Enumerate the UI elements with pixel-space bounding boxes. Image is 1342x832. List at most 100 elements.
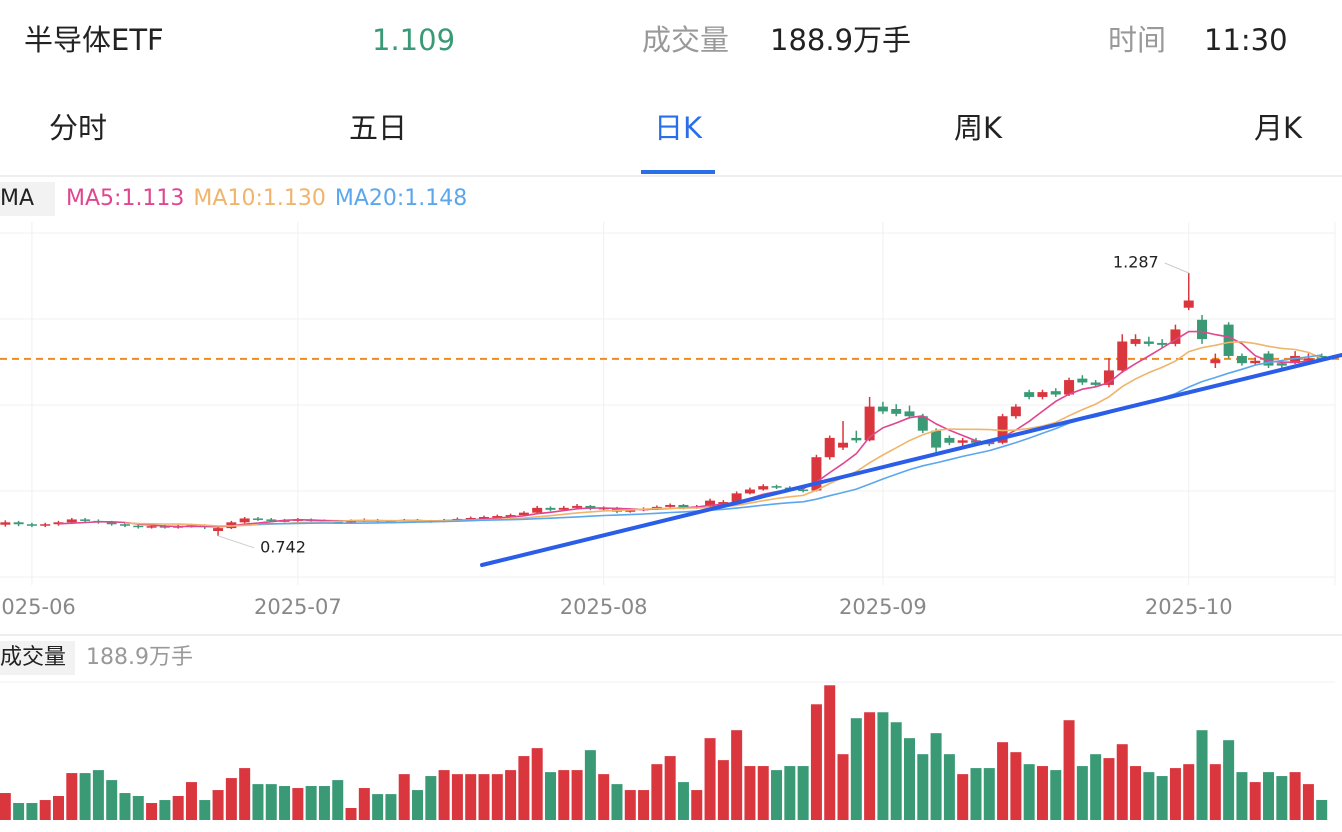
candle-body [80,519,91,521]
price: 1.109 [372,23,455,57]
candle-body [864,406,875,441]
volume-value: 188.9万手 [86,645,193,670]
candle-body [40,524,51,526]
annotation: 1.287 [1113,253,1159,272]
volume-bar [638,790,650,820]
volume-bar [983,768,995,820]
volume-bar [598,774,610,820]
candle-body [1223,324,1234,356]
tab[interactable]: 月K [1254,111,1303,145]
volume-bar [757,766,769,820]
volume-label: 成交量 [642,23,729,57]
volume-bar [279,786,291,820]
volume-bar [159,800,171,820]
volume-bar [1010,752,1022,820]
tab[interactable]: 周K [954,111,1003,145]
plot: 1.287 0.742 [0,222,1342,820]
candle-body [1236,355,1247,364]
volume-bar [491,774,503,820]
fund-name: 半导体ETF [24,23,164,57]
volume-bar [212,790,224,820]
legend-entry: MA5:1.113 [66,186,184,211]
volume-bar [1236,772,1248,820]
candle-body [997,416,1008,443]
candle-body [771,486,782,488]
tab[interactable]: 分时 [49,111,107,145]
volume-bar [784,766,796,820]
volume-bar [66,773,78,820]
volume-bar [1143,772,1155,820]
volume-bar [106,780,118,820]
volume-bar [451,774,463,820]
time: 11:30 [1204,23,1288,57]
candle-body [266,519,277,521]
candle-body [479,517,490,519]
volume-bar [1276,776,1288,820]
volume-bar [372,794,384,820]
volume-bar [531,748,543,820]
candle-body [1183,300,1194,308]
volume-bar [1076,766,1088,820]
volume-bar [465,774,477,820]
candle-body [119,524,130,526]
candle-body [851,437,862,441]
volume-bar [1116,744,1128,820]
candle-body [518,512,529,516]
candle-body [731,493,742,503]
candle-body [1090,382,1101,385]
volume-bar [239,768,251,820]
candle-body [904,411,915,417]
candle-body [213,528,224,531]
candle-body [957,440,968,443]
volume-bar [225,778,237,820]
volume-bar [172,796,184,820]
volume-bar [79,773,91,820]
ma-line [124,340,1323,527]
volume-title: 成交量 [0,645,66,670]
candle-body [891,409,902,414]
volume-bar [0,793,11,820]
volume-bar [997,742,1009,820]
volume-bar [412,790,424,820]
candle-body [931,430,942,448]
volume-bar [1103,758,1115,820]
candle-body [838,442,849,448]
candle-body [758,486,769,490]
legend-entry: MA20:1.148 [335,186,467,211]
ma-line [58,330,1322,528]
volume-bar [571,770,583,820]
candle-body [665,504,676,507]
volume-bar [890,722,902,820]
candle-body [705,500,716,507]
tab[interactable]: 五日 [349,111,407,145]
volume-bar [664,756,676,820]
volume-bar [146,803,158,820]
volume-badge [0,641,75,675]
candle-body [1037,392,1048,397]
candle-body [1197,319,1208,340]
volume-bar [810,704,822,820]
volume-bar [837,754,849,820]
volume-bar [1023,764,1035,820]
volume-bar [1036,766,1048,820]
volume-bar [1223,740,1235,820]
volume-bar [1169,768,1181,820]
volume-bar [691,790,703,820]
volume-bar [904,738,916,820]
candle-body [252,518,263,520]
candle-body [13,522,24,525]
annotation-leader [217,535,255,549]
tab[interactable]: 日K [654,111,703,145]
volume-bar [438,770,450,820]
candle-body [26,524,37,526]
volume-bar [717,760,729,820]
candle-body [239,518,250,523]
volume-bar [824,685,836,820]
candle-body [465,517,476,520]
candle-body [877,406,888,412]
candle-body [1210,359,1221,364]
volume-bar [771,770,783,820]
volume-bar [332,780,344,820]
volume-bar [505,770,517,820]
